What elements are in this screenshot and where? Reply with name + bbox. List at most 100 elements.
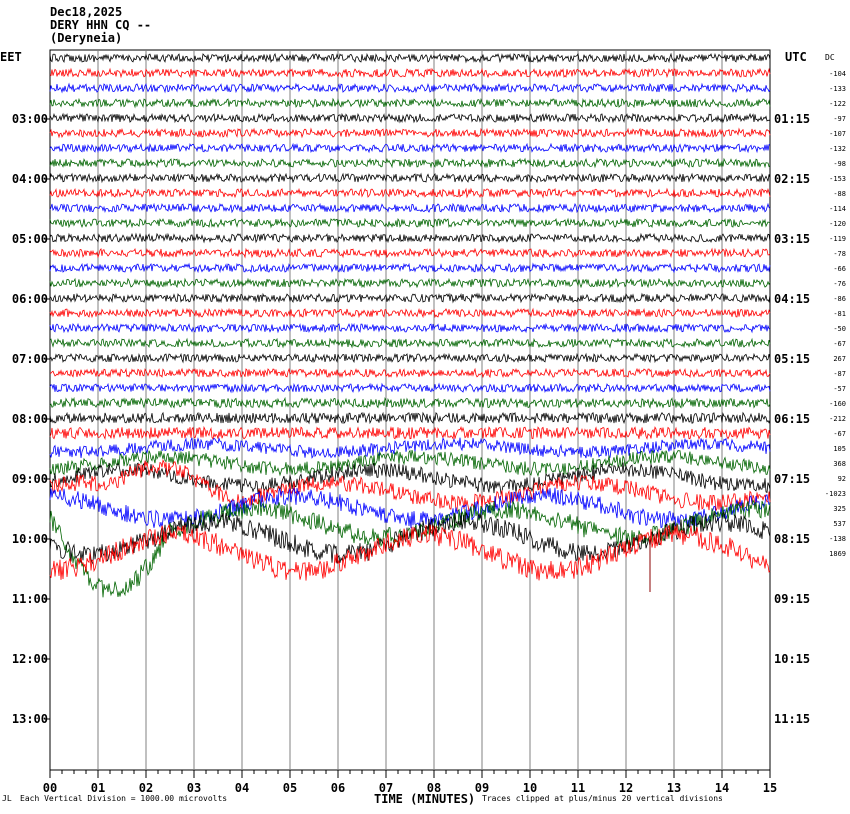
right-time-label: 05:15 — [774, 352, 810, 366]
right-time-label: 06:15 — [774, 412, 810, 426]
left-time-label: 07:00 — [12, 352, 48, 366]
trace-line — [49, 486, 771, 529]
trace-line — [49, 425, 771, 441]
x-tick-label: 14 — [715, 781, 729, 795]
dc-offset-label: -122 — [829, 100, 846, 108]
trace-line — [49, 322, 771, 334]
dc-offset-label: -81 — [833, 310, 846, 318]
dc-offset-label: -138 — [829, 535, 846, 543]
left-time-label: 11:00 — [12, 592, 48, 606]
trace-line — [49, 352, 771, 364]
left-time-label: 12:00 — [12, 652, 48, 666]
right-time-label: 04:15 — [774, 292, 810, 306]
right-time-label: 09:15 — [774, 592, 810, 606]
dc-offset-label: -160 — [829, 400, 846, 408]
dc-offset-label: -114 — [829, 205, 846, 213]
plot-frame — [49, 49, 771, 771]
dc-offset-label: 267 — [833, 355, 846, 363]
trace-line — [49, 217, 771, 229]
dc-header: DC — [825, 53, 835, 62]
dc-offset-label: -50 — [833, 325, 846, 333]
station-location: (Deryneia) — [50, 31, 123, 45]
trace-line — [49, 247, 771, 259]
dc-offset-label: -66 — [833, 265, 846, 273]
dc-offset-label: -132 — [829, 145, 846, 153]
trace-line — [49, 127, 771, 139]
trace-line — [49, 411, 771, 425]
dc-offset-label: -133 — [829, 85, 846, 93]
left-time-label: 03:00 — [12, 112, 48, 126]
trace-series — [49, 52, 771, 598]
dc-offset-label: -107 — [829, 130, 846, 138]
left-time-label: 06:00 — [12, 292, 48, 306]
x-axis-title: TIME (MINUTES) — [374, 792, 476, 806]
dc-offset-label: 1869 — [829, 550, 846, 558]
dc-offset-label: -1023 — [825, 490, 846, 498]
left-time-label: 04:00 — [12, 172, 48, 186]
left-time-label: 05:00 — [12, 232, 48, 246]
chart-grid — [49, 49, 771, 771]
trace-line — [49, 382, 771, 394]
trace-line — [49, 172, 771, 184]
trace-line — [49, 82, 771, 94]
right-time-label: 02:15 — [774, 172, 810, 186]
trace-line — [49, 367, 771, 379]
left-time-label: 13:00 — [12, 712, 48, 726]
trace-line — [49, 202, 771, 214]
trace-line — [49, 307, 771, 319]
dc-offset-label: -153 — [829, 175, 846, 183]
x-tick-label: 06 — [331, 781, 345, 795]
x-tick-label: 03 — [187, 781, 201, 795]
x-tick-label: 13 — [667, 781, 681, 795]
dc-offset-label: -88 — [833, 190, 846, 198]
right-time-label: 10:15 — [774, 652, 810, 666]
trace-line — [49, 292, 771, 304]
dc-offset-label: -120 — [829, 220, 846, 228]
trace-line — [49, 97, 771, 109]
dc-offset-label: -97 — [833, 115, 846, 123]
dc-offset-label: 537 — [833, 520, 846, 528]
scale-note: Each Vertical Division = 1000.00 microvo… — [20, 794, 228, 803]
chart-axes: 00 01 02 03 04 05 06 07 08 09 10 11 12 13 14 15 03:00 04:… — [12, 53, 846, 795]
trace-line — [49, 112, 771, 124]
x-tick-label: 10 — [523, 781, 537, 795]
dc-offset-label: 105 — [833, 445, 846, 453]
x-tick-label: 11 — [571, 781, 585, 795]
trace-line — [49, 142, 771, 154]
right-time-label: 11:15 — [774, 712, 810, 726]
dc-offset-label: -67 — [833, 340, 846, 348]
right-time-label: 08:15 — [774, 532, 810, 546]
left-time-label: 10:00 — [12, 532, 48, 546]
trace-line — [49, 52, 771, 64]
dc-offset-label: 368 — [833, 460, 846, 468]
x-tick-label: 12 — [619, 781, 633, 795]
trace-line — [49, 449, 771, 478]
trace-line — [49, 498, 771, 598]
left-time-label: 09:00 — [12, 472, 48, 486]
right-time-label: 01:15 — [774, 112, 810, 126]
x-tick-label: 08 — [427, 781, 441, 795]
right-time-label: 07:15 — [774, 472, 810, 486]
trace-line — [49, 462, 771, 495]
dc-offset-label: -104 — [829, 70, 846, 78]
dc-offset-label: -87 — [833, 370, 846, 378]
station-code: DERY HHN CQ -- — [50, 18, 152, 32]
x-tick-label: 01 — [91, 781, 105, 795]
trace-line — [49, 458, 771, 513]
clip-note: Traces clipped at plus/minus 20 vertical… — [482, 794, 723, 803]
right-timezone-label: UTC — [785, 50, 807, 64]
chart-date: Dec18,2025 — [50, 5, 123, 19]
trace-line — [49, 67, 771, 79]
dc-offset-label: -67 — [833, 430, 846, 438]
left-timezone-label: EET — [0, 50, 22, 64]
dc-offset-label: -98 — [833, 160, 846, 168]
x-tick-label: 07 — [379, 781, 393, 795]
dc-offset-label: -78 — [833, 250, 846, 258]
dc-offset-label: -86 — [833, 295, 846, 303]
dc-offset-label: -76 — [833, 280, 846, 288]
dc-offset-label: 92 — [838, 475, 846, 483]
trace-line — [49, 232, 771, 244]
dc-offset-label: -57 — [833, 385, 846, 393]
x-tick-label: 05 — [283, 781, 297, 795]
